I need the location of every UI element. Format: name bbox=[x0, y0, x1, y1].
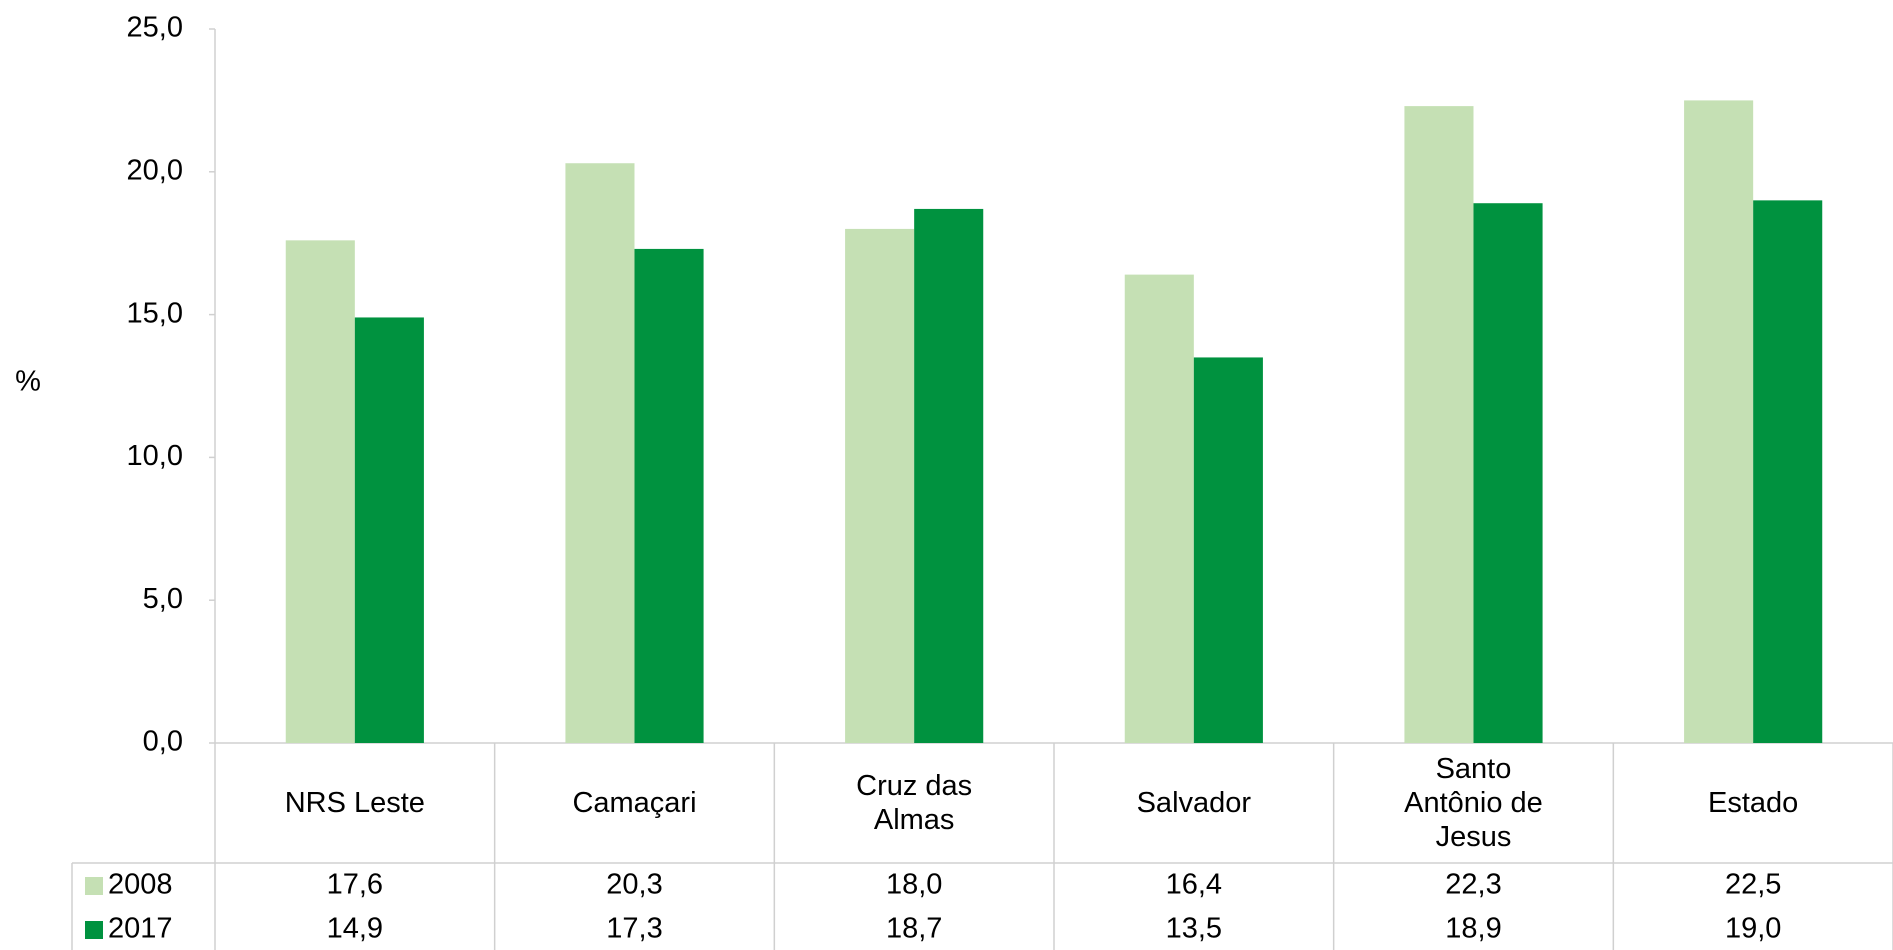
bar bbox=[845, 228, 915, 744]
bar bbox=[1753, 200, 1823, 744]
value-label: 14,9 bbox=[327, 913, 383, 945]
bar bbox=[634, 248, 704, 744]
value-label: 18,9 bbox=[1445, 913, 1501, 945]
x-tick-label: Santo Antônio de Jesus bbox=[1404, 753, 1543, 853]
bar bbox=[1124, 274, 1194, 743]
bar bbox=[1473, 203, 1543, 743]
bar bbox=[354, 317, 424, 743]
bar bbox=[285, 240, 355, 743]
y-tick-label: 10,0 bbox=[127, 440, 183, 472]
y-tick-label: 25,0 bbox=[127, 12, 183, 44]
value-label: 18,0 bbox=[886, 869, 942, 901]
x-tick-label: Salvador bbox=[1136, 787, 1252, 819]
value-label: 22,3 bbox=[1445, 869, 1501, 901]
legend-label: 2017 bbox=[108, 913, 173, 945]
legend-label: 2008 bbox=[108, 869, 173, 901]
bar bbox=[565, 163, 635, 743]
x-tick-label: Estado bbox=[1708, 787, 1799, 819]
bar bbox=[1404, 106, 1474, 743]
value-label: 20,3 bbox=[606, 869, 662, 901]
value-label: 19,0 bbox=[1725, 913, 1781, 945]
y-tick-label: 0,0 bbox=[143, 726, 183, 758]
x-tick-label: Cruz das Almas bbox=[856, 770, 973, 836]
y-tick-label: 5,0 bbox=[143, 583, 183, 615]
value-label: 22,5 bbox=[1725, 869, 1781, 901]
value-label: 16,4 bbox=[1166, 869, 1222, 901]
value-label: 17,3 bbox=[606, 913, 662, 945]
bar bbox=[914, 208, 984, 744]
value-label: 13,5 bbox=[1166, 913, 1222, 945]
y-axis-label: % bbox=[15, 366, 41, 398]
y-tick-label: 20,0 bbox=[127, 154, 183, 186]
value-label: 17,6 bbox=[327, 869, 383, 901]
bar bbox=[1193, 357, 1263, 743]
bar bbox=[1684, 100, 1754, 743]
legend-key bbox=[85, 921, 103, 939]
x-tick-label: Camaçari bbox=[572, 787, 697, 819]
y-tick-label: 15,0 bbox=[127, 297, 183, 329]
x-tick-label: NRS Leste bbox=[284, 787, 425, 819]
legend-key bbox=[85, 877, 103, 895]
value-label: 18,7 bbox=[886, 913, 942, 945]
